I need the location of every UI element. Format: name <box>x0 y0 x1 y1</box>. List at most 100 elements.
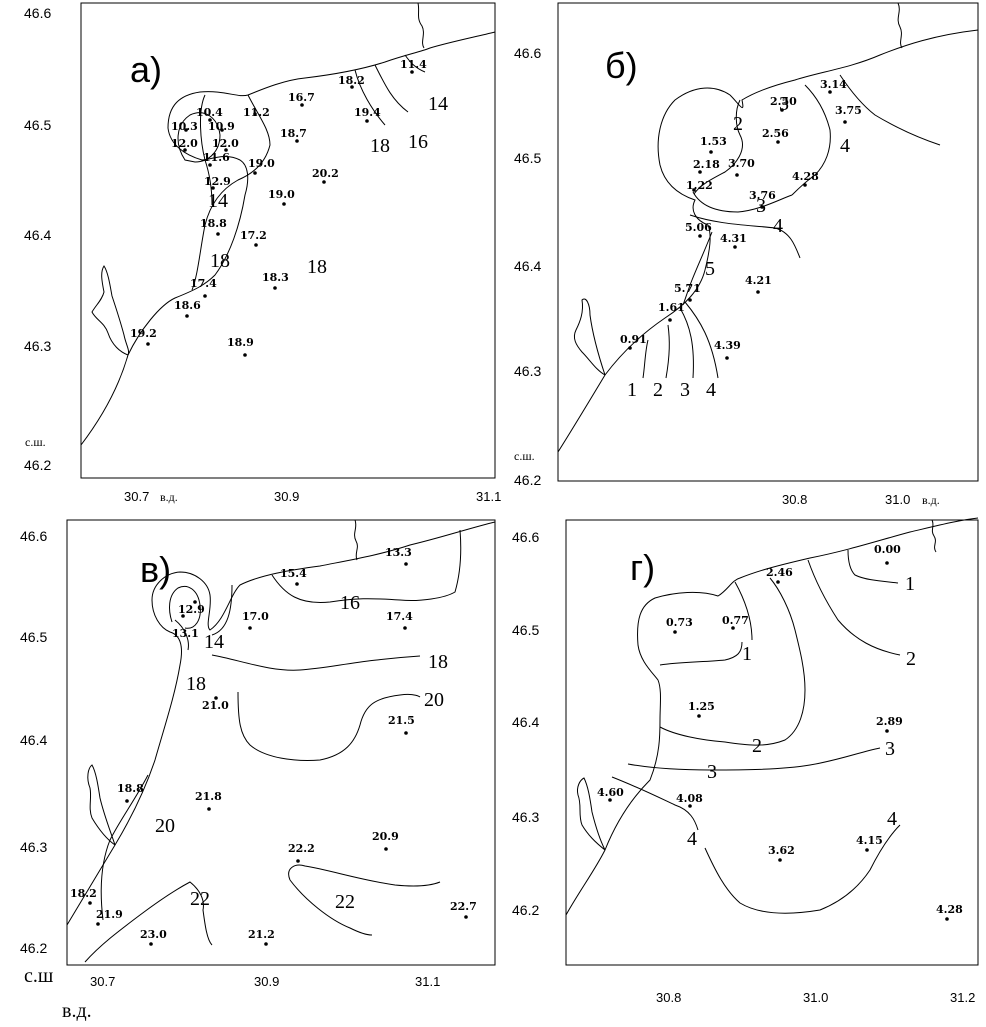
panel-b-ytick: 46.6 <box>514 45 541 61</box>
panel-b-coastline <box>557 29 979 453</box>
station-value: 17.0 <box>242 610 269 623</box>
station-value: 18.2 <box>338 74 365 87</box>
panel-c-xtick: 30.9 <box>254 974 279 989</box>
panel-c-coastline <box>354 519 358 561</box>
station-value: 3.75 <box>835 104 862 117</box>
panel-a-lat-unit: с.ш. <box>25 435 46 449</box>
panel-a-isoline-label: 18 <box>307 256 327 278</box>
panel-c-ytick: 46.2 <box>20 940 47 956</box>
panel-c-ytick: 46.3 <box>20 839 47 855</box>
panel-b-coastline <box>573 298 606 376</box>
station-value: 17.4 <box>190 277 217 290</box>
station-value: 2.56 <box>762 127 789 140</box>
station-value: 18.3 <box>262 271 289 284</box>
panel-d-ytick: 46.6 <box>512 529 539 545</box>
panel-b-frame <box>557 2 979 482</box>
panel-c-isoline <box>84 881 213 963</box>
station-value: 0.00 <box>874 543 901 556</box>
panel-d-coastline <box>577 777 606 851</box>
panel-b-isoline <box>682 231 713 306</box>
panel-a-isoline-label: 14 <box>428 93 448 115</box>
panel-d-ytick: 46.3 <box>512 809 539 825</box>
panel-a-isoline <box>374 64 409 113</box>
panel-d-isoline-label: 1 <box>742 643 752 665</box>
panel-b-ytick: 46.3 <box>514 363 541 379</box>
station-value: 0.77 <box>722 614 749 627</box>
panel-a-frame <box>80 2 496 479</box>
panel-a-xtick: 31.1 <box>476 489 501 504</box>
station-value: 19.0 <box>248 157 275 170</box>
panel-c-isoline <box>271 529 462 604</box>
station-value: 18.6 <box>174 299 201 312</box>
panel-a-lon-unit: в.д. <box>160 490 178 504</box>
station-value: 5.06 <box>685 221 712 234</box>
panel-b-isoline-label: 4 <box>706 379 716 401</box>
panel-c-stations: 13.3 15.4 12.9 17.0 17.4 13.1 21.0 21.5 … <box>70 546 477 946</box>
station-value: 12.0 <box>212 137 239 150</box>
panel-b-coastline <box>897 2 903 49</box>
station-value: 4.31 <box>720 232 747 245</box>
station-value: 5.71 <box>674 282 701 295</box>
station-value: 12.9 <box>178 603 205 616</box>
panel-c-isoline <box>211 584 233 636</box>
station-value: 19.2 <box>130 327 157 340</box>
station-value: 4.21 <box>745 274 772 287</box>
panel-d-coastline <box>931 519 937 553</box>
panel-b-isoline-label: 3 <box>680 379 690 401</box>
station-value: 18.8 <box>200 217 227 230</box>
panel-d-isoline <box>659 641 743 666</box>
panel-d-isoline <box>704 824 901 914</box>
panel-c-isoline <box>100 774 149 921</box>
panel-b-isoline <box>689 214 801 259</box>
station-value: 10.3 <box>171 120 198 133</box>
station-value: 3.62 <box>768 844 795 857</box>
panel-d: 46.6 46.5 46.4 46.3 46.2 30.8 31.0 31.2 … <box>512 517 979 1005</box>
panel-c-isoline <box>169 585 201 629</box>
station-value: 1.61 <box>658 301 685 314</box>
panel-b-isoline-label: 3 <box>779 93 789 115</box>
station-value: 23.0 <box>140 928 167 941</box>
panel-b-stations: 3.14 2.50 3.75 2.56 1.53 2.18 3.70 4.28 … <box>620 78 862 360</box>
panel-d-isoline-label: 3 <box>885 738 895 760</box>
panel-a-label: а) <box>130 49 162 90</box>
station-value: 15.4 <box>280 567 307 580</box>
station-value: 20.9 <box>372 830 399 843</box>
panel-d-isoline-label: 1 <box>905 573 915 595</box>
panel-a-coastline <box>91 265 129 356</box>
station-value: 4.15 <box>856 834 883 847</box>
panel-d-ytick: 46.5 <box>512 622 539 638</box>
station-value: 22.7 <box>450 900 477 913</box>
panel-a-isoline-label: 18 <box>210 250 230 272</box>
station-value: 1.25 <box>688 700 715 713</box>
panel-c-isoline <box>289 879 373 936</box>
panel-b-ytick: 46.5 <box>514 150 541 166</box>
panel-d-isoline-label: 2 <box>752 735 762 757</box>
station-value: 21.9 <box>96 908 123 921</box>
panel-c-coastline <box>174 619 189 651</box>
station-value: 2.50 <box>770 95 797 108</box>
panel-d-xtick: 31.0 <box>803 990 828 1005</box>
panel-b-xtick: 31.0 <box>885 492 910 507</box>
station-value: 0.73 <box>666 616 693 629</box>
panel-c-xtick: 31.1 <box>415 974 440 989</box>
station-value: 11.4 <box>400 58 427 71</box>
panel-b-isoline-label: 4 <box>840 135 850 157</box>
panel-a-ytick: 46.2 <box>24 457 51 473</box>
panel-b-isoline <box>692 191 793 213</box>
station-value: 4.39 <box>714 339 741 352</box>
panel-c-coastline <box>87 764 116 846</box>
station-value: 0.91 <box>620 333 647 346</box>
panel-a-coastline <box>417 2 425 49</box>
panel-a-ytick: 46.4 <box>24 227 51 243</box>
station-value: 18.8 <box>117 782 144 795</box>
station-value: 21.8 <box>195 790 222 803</box>
panel-d-isoline <box>847 549 899 584</box>
panel-b-xtick: 30.8 <box>782 492 807 507</box>
panel-a-isoline-label: 16 <box>408 131 428 153</box>
panel-d-coastline <box>565 517 979 916</box>
station-value: 21.0 <box>202 699 229 712</box>
station-value: 16.7 <box>288 91 315 104</box>
panel-c-isoline <box>288 864 441 887</box>
station-value: 11.6 <box>203 151 230 164</box>
